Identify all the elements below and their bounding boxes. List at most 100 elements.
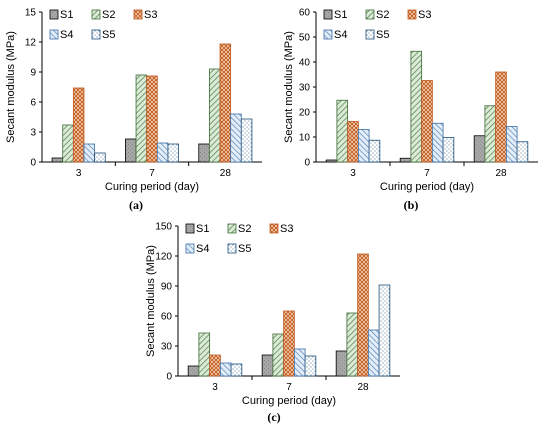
y-tick-label: 30 bbox=[161, 342, 173, 353]
chart-a: 0 3 6 9 12 15 3 7 28 S1 S2 S3 S4 S5 Curing period (day… bbox=[5, 8, 262, 212]
bar-s2-day-28 bbox=[208, 68, 221, 163]
bar-s4-day-7 bbox=[431, 122, 444, 163]
legend-swatch-s3 bbox=[133, 9, 143, 20]
x-tick-label: 28 bbox=[357, 382, 369, 393]
bar-s3-day-3 bbox=[72, 87, 85, 163]
legend-swatch-s1 bbox=[49, 9, 59, 20]
bar-s4-day-7 bbox=[156, 142, 169, 163]
bar-s3-day-7 bbox=[421, 80, 433, 163]
legend-label-s3: S3 bbox=[280, 223, 293, 235]
bar-s1-day-7 bbox=[261, 354, 274, 377]
y-axis-label: Secant modulus (MPa) bbox=[5, 31, 17, 143]
bar-s4-day-3 bbox=[83, 143, 96, 163]
legend-swatch-s2 bbox=[91, 9, 101, 20]
y-tick-label: 30 bbox=[299, 83, 311, 94]
legend-swatch-s2 bbox=[227, 223, 237, 234]
y-tick-label: 60 bbox=[161, 312, 173, 323]
bar-s4-day-28 bbox=[505, 126, 518, 163]
bar-s5-day-7 bbox=[304, 355, 317, 377]
y-axis-label: Secant modulus (MPa) bbox=[145, 245, 157, 357]
legend-label-s5: S5 bbox=[102, 29, 115, 41]
legend-swatch-s5 bbox=[91, 29, 101, 40]
bar-s5-day-3 bbox=[368, 139, 381, 163]
legend-label-s1: S1 bbox=[334, 9, 347, 21]
bar-s2-day-7 bbox=[272, 333, 285, 377]
bar-s3-day-28 bbox=[357, 253, 369, 377]
legend-label-s4: S4 bbox=[60, 29, 73, 41]
y-tick-label: 0 bbox=[30, 158, 36, 169]
legend-swatch-s1 bbox=[323, 9, 333, 20]
bar-s3-day-7 bbox=[283, 310, 295, 377]
legend-label-s5: S5 bbox=[238, 243, 251, 255]
y-tick-label: 12 bbox=[25, 38, 37, 49]
bar-s2-day-3 bbox=[62, 124, 74, 163]
bar-s5-day-7 bbox=[167, 143, 179, 163]
y-tick-label: 50 bbox=[299, 33, 311, 44]
legend-swatch-s3 bbox=[407, 9, 417, 20]
y-tick-label: 120 bbox=[155, 252, 172, 263]
bar-s3-day-3 bbox=[347, 121, 359, 163]
bar-s3-day-28 bbox=[495, 71, 507, 163]
bar-s2-day-7 bbox=[410, 50, 423, 163]
bar-s5-day-7 bbox=[442, 137, 455, 163]
bar-s4-day-28 bbox=[367, 329, 380, 377]
legend-label-s2: S2 bbox=[238, 223, 251, 235]
x-axis-label: Curing period (day) bbox=[380, 181, 474, 193]
legend-label-s1: S1 bbox=[60, 9, 73, 21]
legend-label-s3: S3 bbox=[144, 9, 157, 21]
bar-s2-day-7 bbox=[135, 74, 148, 163]
bar-s3-day-3 bbox=[209, 354, 221, 377]
x-axis-label: Curing period (day) bbox=[242, 395, 336, 407]
legend-swatch-s2 bbox=[365, 9, 375, 20]
bar-s5-day-3 bbox=[230, 363, 243, 377]
y-tick-label: 0 bbox=[304, 158, 310, 169]
bar-s4-day-28 bbox=[230, 113, 242, 163]
legend-swatch-s5 bbox=[365, 29, 375, 40]
y-tick-label: 60 bbox=[299, 8, 311, 19]
bar-s1-day-7 bbox=[399, 157, 412, 163]
x-tick-label: 3 bbox=[350, 168, 356, 179]
panel-label: (c) bbox=[267, 410, 280, 424]
x-tick-label: 3 bbox=[212, 382, 218, 393]
bar-s5-day-3 bbox=[94, 152, 106, 163]
bar-s1-day-3 bbox=[51, 157, 64, 163]
bar-s2-day-28 bbox=[484, 105, 497, 163]
bar-s5-day-28 bbox=[378, 284, 391, 377]
x-tick-label: 7 bbox=[286, 382, 292, 393]
chart-b: 0 10 20 30 40 50 60 3 7 28 S1 S2 S3 S4 S5 Curing period… bbox=[283, 8, 538, 212]
bar-s1-day-28 bbox=[473, 135, 486, 163]
y-axis-label: Secant modulus (MPa) bbox=[283, 31, 295, 143]
legend-swatch-s3 bbox=[269, 223, 279, 234]
bar-s5-day-28 bbox=[240, 118, 253, 163]
legend-label-s4: S4 bbox=[196, 243, 209, 255]
bar-s1-day-3 bbox=[187, 365, 200, 377]
bar-s3-day-7 bbox=[146, 75, 158, 163]
y-tick-label: 0 bbox=[166, 372, 172, 383]
y-tick-label: 90 bbox=[161, 282, 173, 293]
panel-label: (b) bbox=[404, 198, 419, 212]
legend-swatch-s4 bbox=[185, 243, 195, 254]
x-tick-label: 3 bbox=[76, 168, 82, 179]
x-tick-label: 7 bbox=[149, 168, 155, 179]
y-tick-label: 9 bbox=[30, 68, 36, 79]
bar-s5-day-28 bbox=[516, 141, 529, 163]
x-tick-label: 28 bbox=[495, 168, 507, 179]
x-axis-label: Curing period (day) bbox=[105, 181, 199, 193]
y-tick-label: 150 bbox=[155, 222, 172, 233]
bar-s4-day-3 bbox=[219, 362, 232, 377]
legend-label-s1: S1 bbox=[196, 223, 209, 235]
legend-swatch-s4 bbox=[323, 29, 333, 40]
chart-c: 0 30 60 90 120 150 3 7 28 S1 S2 S3 S4 S5 Curing period… bbox=[145, 222, 400, 424]
legend-label-s3: S3 bbox=[418, 9, 431, 21]
legend-label-s2: S2 bbox=[376, 9, 389, 21]
x-tick-label: 28 bbox=[220, 168, 232, 179]
x-tick-label: 7 bbox=[424, 168, 430, 179]
y-tick-label: 15 bbox=[25, 8, 37, 19]
bar-s2-day-3 bbox=[198, 332, 211, 377]
y-tick-label: 10 bbox=[299, 133, 311, 144]
panel-label: (a) bbox=[129, 198, 143, 212]
legend-label-s5: S5 bbox=[376, 29, 389, 41]
legend-swatch-s4 bbox=[49, 29, 59, 40]
legend-label-s2: S2 bbox=[102, 9, 115, 21]
bar-s1-day-28 bbox=[198, 143, 210, 163]
